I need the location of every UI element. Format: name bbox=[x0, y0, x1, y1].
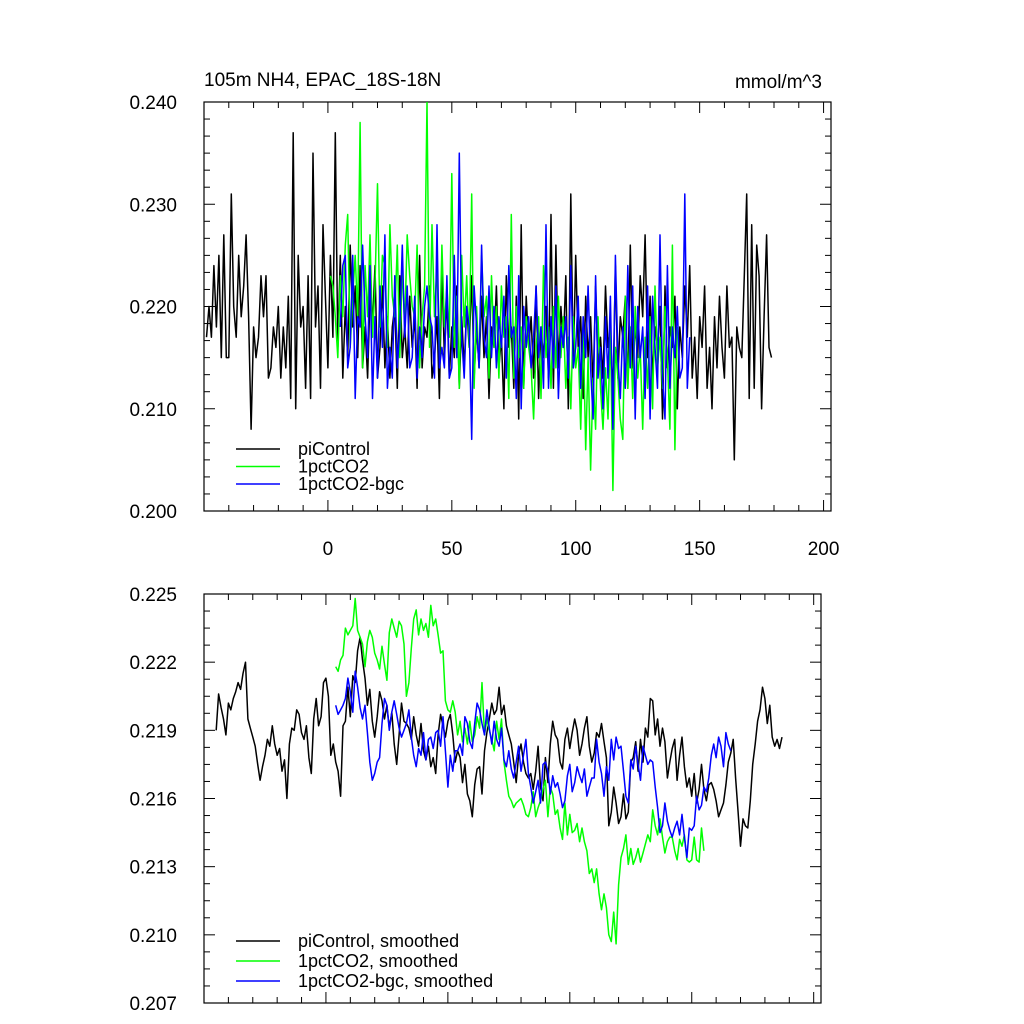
top-x-tick-label: 0 bbox=[323, 539, 334, 560]
bottom-legend-label: 1pctCO2-bgc, smoothed bbox=[298, 971, 493, 991]
top-panel: 105m NH4, EPAC_18S-18N mmol/m^3 0 50 100 15… bbox=[129, 70, 839, 560]
top-x-tick-label: 50 bbox=[441, 539, 462, 560]
bottom-panel: 0.207 0.210 0.213 0.216 0.219 0.222 0.225 piCon… bbox=[129, 585, 822, 1015]
bottom-legend-label: 1pctCO2, smoothed bbox=[298, 951, 458, 971]
top-panel-title: 105m NH4, EPAC_18S-18N bbox=[204, 70, 441, 91]
top-y-tick-label: 0.210 bbox=[129, 400, 177, 421]
top-y-tick-label: 0.230 bbox=[129, 195, 177, 216]
top-plot-area: 0 50 100 150 200 0.200 0.210 0.220 0.230 0.240 piC… bbox=[129, 93, 839, 560]
top-legend-label: piControl bbox=[298, 439, 370, 459]
top-y-tick-label: 0.200 bbox=[129, 502, 177, 523]
bottom-y-tick-label: 0.210 bbox=[129, 926, 177, 947]
bottom-y-tick-label: 0.213 bbox=[129, 858, 177, 879]
top-legend-label: 1pctCO2-bgc bbox=[298, 474, 404, 494]
bottom-y-tick-label: 0.225 bbox=[129, 585, 177, 606]
bottom-axes-frame bbox=[203, 593, 822, 1004]
top-x-tick-label: 200 bbox=[808, 539, 840, 560]
top-series-line-picontrol bbox=[205, 131, 773, 461]
bottom-y-tick-label: 0.216 bbox=[129, 790, 177, 811]
bottom-series-line-picontrol-smoothed bbox=[215, 636, 783, 847]
top-legend-label: 1pctCO2 bbox=[298, 457, 369, 477]
top-x-tick-label: 100 bbox=[560, 539, 592, 560]
top-series-line-1pctco2 bbox=[329, 102, 679, 492]
top-x-tick-label: 150 bbox=[684, 539, 716, 560]
bottom-y-tick-label: 0.207 bbox=[129, 994, 177, 1015]
bottom-series-line-1pctco2-bgc-smoothed bbox=[334, 670, 732, 859]
bottom-legend-label: piControl, smoothed bbox=[298, 931, 459, 951]
bottom-y-tick-label: 0.222 bbox=[129, 653, 177, 674]
bottom-y-tick-label: 0.219 bbox=[129, 721, 177, 742]
top-series-line-1pctco2-bgc bbox=[339, 152, 691, 441]
top-panel-units: mmol/m^3 bbox=[735, 72, 822, 93]
bottom-plot-area: 0.207 0.210 0.213 0.216 0.219 0.222 0.225 piCon… bbox=[129, 585, 822, 1015]
bottom-series-line-1pctco2-smoothed bbox=[335, 597, 705, 945]
top-y-tick-label: 0.220 bbox=[129, 298, 177, 319]
top-y-tick-label: 0.240 bbox=[129, 93, 177, 114]
